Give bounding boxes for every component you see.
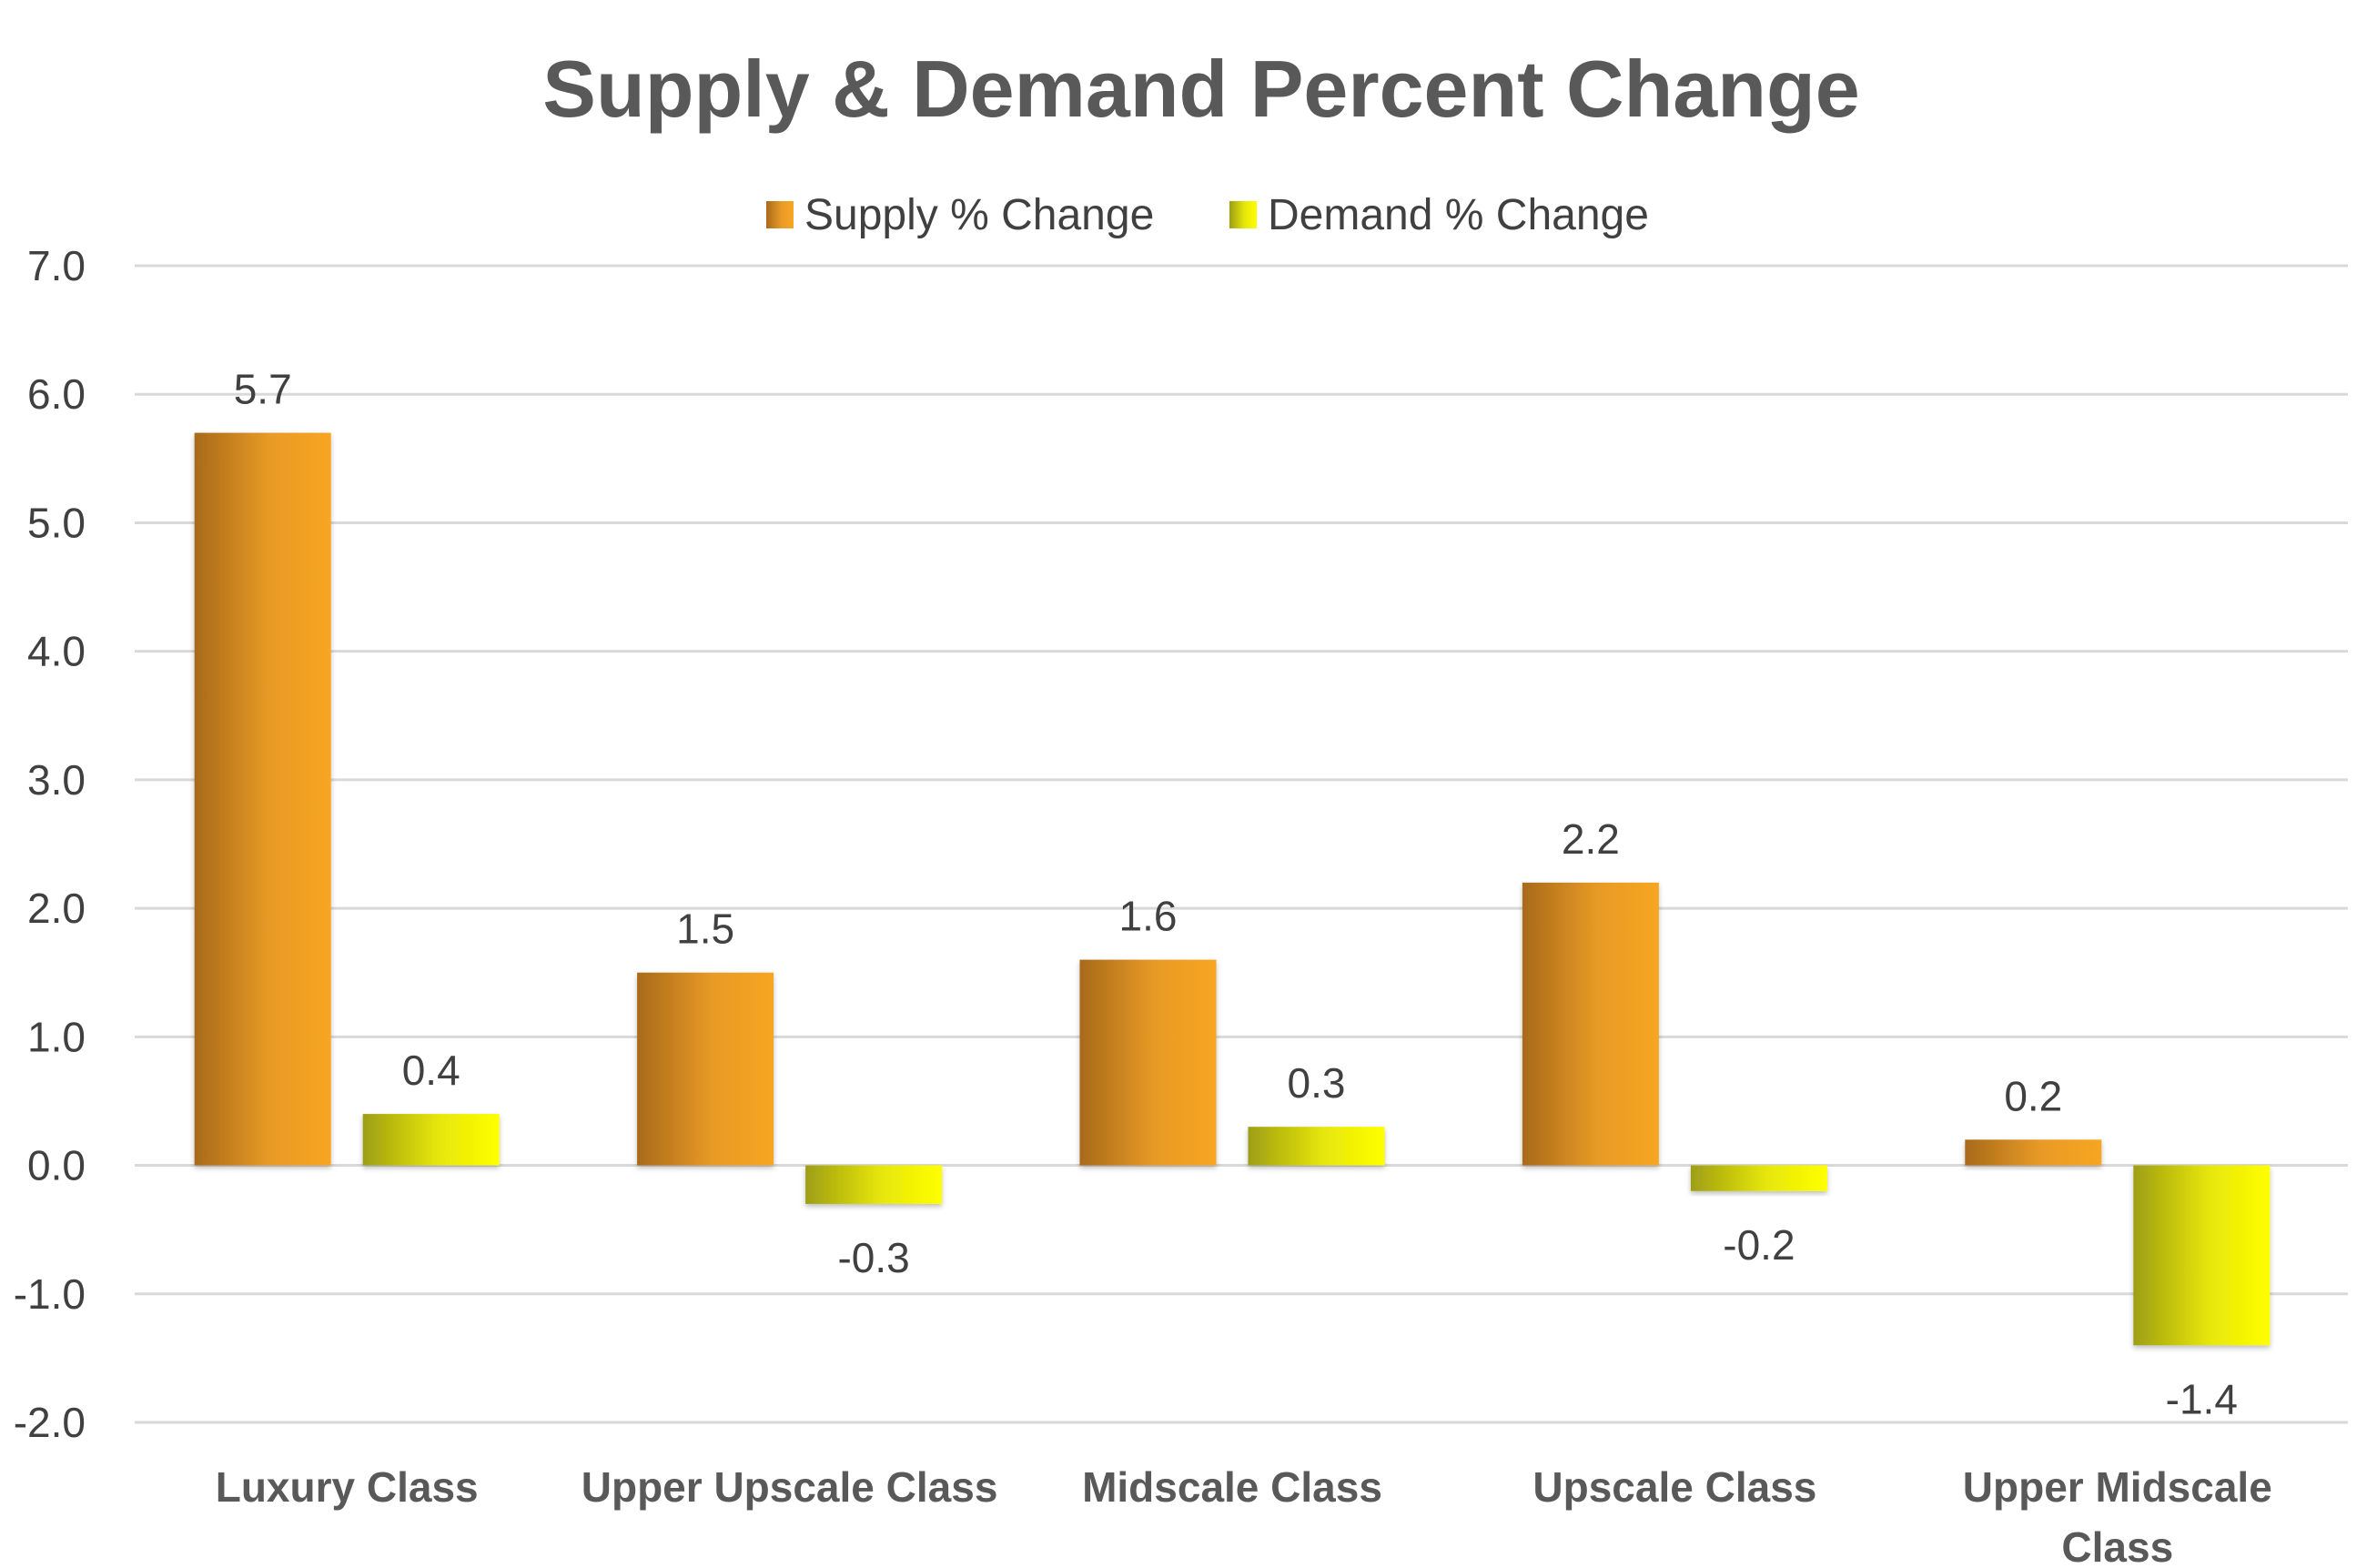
y-tick-label: 0.0 (27, 1142, 86, 1189)
gridlines (135, 264, 2348, 1424)
x-axis: Luxury Class Upper Upscale Class Midscale … (216, 1463, 2272, 1568)
data-label-demand: 0.3 (1288, 1059, 1346, 1107)
bar-demand (362, 1114, 500, 1166)
bar-demand (1248, 1127, 1385, 1166)
y-tick-label: 2.0 (27, 885, 86, 932)
y-tick-label: 1.0 (27, 1013, 86, 1060)
x-tick-label: Upper Upscale Class (582, 1463, 998, 1511)
bar-demand (805, 1165, 943, 1204)
legend-swatch-demand (1229, 201, 1257, 228)
bar-supply (637, 972, 774, 1166)
bar-demand (1690, 1165, 1827, 1191)
data-label-supply: 5.7 (234, 366, 292, 413)
data-label-supply: 1.6 (1119, 893, 1178, 940)
data-label-supply: 0.2 (2004, 1072, 2062, 1119)
data-label-supply: 1.5 (676, 905, 734, 953)
x-tick-label: Midscale Class (1082, 1463, 1382, 1511)
bar-supply (1965, 1139, 2102, 1166)
y-axis: 7.0 6.0 5.0 4.0 3.0 2.0 1.0 0.0 -1.0 -2.0 (14, 242, 86, 1446)
bar-supply (1522, 882, 1659, 1166)
legend-swatch-supply (766, 201, 794, 228)
bar-demand (2133, 1165, 2271, 1346)
y-tick-label: 7.0 (27, 242, 86, 289)
x-tick-label: Luxury Class (216, 1463, 479, 1511)
x-tick-label: Upper Midscale Class (1963, 1463, 2272, 1568)
legend-label-supply: Supply % Change (804, 191, 1154, 239)
y-tick-label: 4.0 (27, 628, 86, 675)
x-tick-label: Upscale Class (1532, 1463, 1816, 1511)
y-tick-label: 6.0 (27, 370, 86, 418)
legend-label-demand: Demand % Change (1268, 191, 1649, 239)
chart-title: Supply & Demand Percent Change (542, 44, 1859, 134)
data-label-supply: 2.2 (1562, 815, 1620, 863)
y-tick-label: 5.0 (27, 499, 86, 546)
data-label-demand: -1.4 (2166, 1375, 2238, 1422)
bar-supply (194, 432, 331, 1166)
bar-supply (1079, 959, 1217, 1166)
data-labels: 5.7 0.4 1.5 -0.3 1.6 0.3 2.2 -0.2 0.2 -1.4 (234, 366, 2238, 1423)
data-label-demand: -0.2 (1723, 1221, 1795, 1269)
data-label-demand: 0.4 (402, 1047, 460, 1094)
bars (194, 432, 2271, 1346)
legend: Supply % Change Demand % Change (766, 191, 1649, 239)
y-tick-label: -1.0 (14, 1270, 86, 1318)
y-tick-label: -2.0 (14, 1399, 86, 1446)
y-tick-label: 3.0 (27, 756, 86, 804)
data-label-demand: -0.3 (837, 1234, 909, 1281)
